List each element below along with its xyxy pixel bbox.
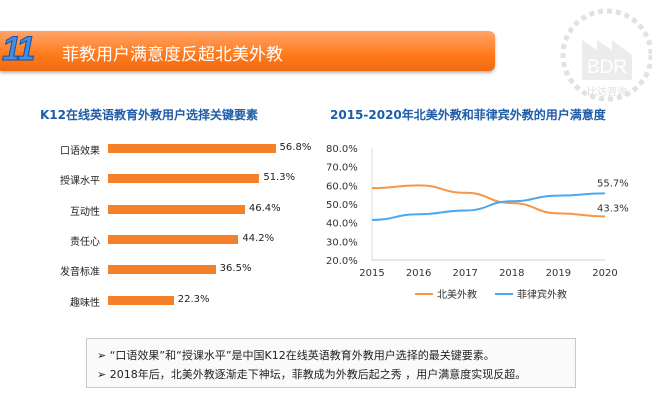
bar [108,204,245,214]
note-text: “口语效果”和“授课水平”是中国K12在线英语教育外教用户选择的最关键要素。 [109,349,495,362]
bar-value-label: 36.5% [219,263,252,275]
x-tick-label: 2020 [592,268,617,279]
x-tick-label: 2017 [452,268,477,279]
section-number: 11 [1,30,35,69]
bar-label: 责任心 [70,236,100,248]
bar-value-label: 22.3% [177,293,210,305]
bar-chart-title: K12在线英语教育外教用户选择关键要素 [40,108,258,122]
bar-label: 互动性 [70,206,100,218]
line-chart-title: 2015-2020年北美外教和菲律宾外教的用户满意度 [330,108,606,122]
bar [108,174,260,184]
bar-label: 授课水平 [60,176,100,188]
bar [108,295,174,305]
series-line [371,184,606,218]
bar [108,144,276,153]
y-tick-label: 30.0% [326,237,358,248]
y-tick-label: 80.0% [326,144,358,155]
y-tick-label: 20.0% [326,256,358,267]
bullet-icon: ➢ [97,368,107,381]
x-tick-label: 2015 [359,268,384,279]
note-1: ➢ “口语效果”和“授课水平”是中国K12在线英语教育外教用户选择的最关键要素。 [97,347,495,363]
x-tick-label: 2019 [546,268,571,279]
y-tick-label: 50.0% [326,200,358,211]
bar [108,234,239,244]
logo-sub: 比达咨询 [587,85,627,98]
legend-label: 北美外教 [437,288,477,301]
y-tick-label: 70.0% [326,163,358,174]
end-data-label: 55.7% [597,178,629,189]
end-data-label: 43.3% [597,204,629,215]
title-bar [0,31,495,71]
y-tick-label: 40.0% [326,219,358,230]
bar-value-label: 46.4% [248,202,281,214]
legend-label: 菲律宾外教 [517,288,567,301]
bullet-icon: ➢ [97,349,107,362]
page-title: 菲教用户满意度反超北美外教 [62,45,283,65]
y-tick-label: 60.0% [326,181,358,192]
bar-label: 趣味性 [70,297,100,309]
bar-value-label: 51.3% [263,172,296,184]
bar-value-label: 44.2% [242,232,275,244]
bar-label: 发音标准 [60,267,100,279]
note-2: ➢ 2018年后，北美外教逐渐走下神坛，菲教成为外教后起之秀 ，用户满意度实现反… [97,366,526,382]
bar [108,265,216,275]
series-line [371,192,606,221]
bar-value-label: 56.8% [279,142,312,153]
x-tick-label: 2016 [406,268,431,279]
bdr-logo: BDR 比达咨询 [560,8,652,102]
line-chart: 20.0% 30.0% 40.0% 50.0% 60.0% 70.0% 80.0% 2015 2… [326,144,629,301]
notes-box: ➢ “口语效果”和“授课水平”是中国K12在线英语教育外教用户选择的最关键要素。… [86,338,576,388]
logo-text: BDR [587,57,627,78]
bar-label: 口语效果 [60,146,100,157]
x-tick-label: 2018 [499,268,524,279]
note-text: 2018年后，北美外教逐渐走下神坛，菲教成为外教后起之秀 ，用户满意度实现反超。 [109,368,527,381]
